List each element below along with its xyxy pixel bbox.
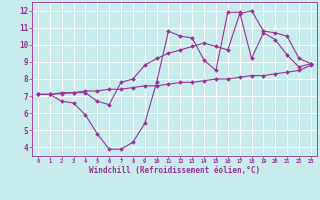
X-axis label: Windchill (Refroidissement éolien,°C): Windchill (Refroidissement éolien,°C) [89,166,260,175]
